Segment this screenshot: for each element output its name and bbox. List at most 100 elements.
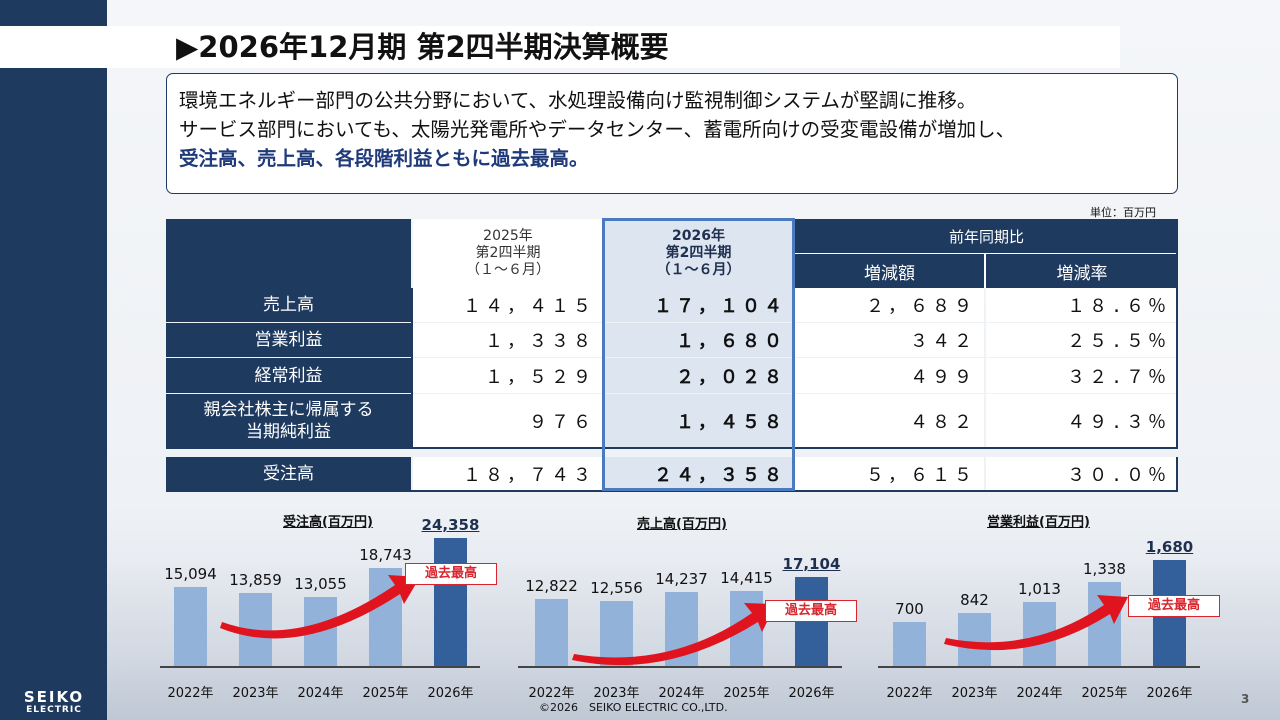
header-cur-range: （１～６月） [656, 262, 741, 278]
growth-arrow [944, 595, 1128, 651]
row-diff: ４９９ [795, 358, 984, 393]
chart-data-label: 700 [895, 600, 924, 618]
row-prev: ９７６ [413, 394, 603, 447]
chart-x-label: 2024年 [658, 686, 705, 701]
orders-cur: ２４，３５８ [603, 457, 794, 490]
header-prev-range: （１～６月） [466, 262, 550, 278]
header-current: 2026年 第2四半期 （１～６月） [603, 219, 794, 288]
chart-x-label: 2025年 [362, 686, 409, 701]
header-yoy: 前年同期比 [795, 219, 1178, 253]
chart-x-label: 2024年 [297, 686, 344, 701]
chart-data-label: 12,556 [590, 579, 643, 597]
growth-arrow [572, 603, 776, 666]
chart-x-label: 2023年 [593, 686, 640, 701]
chart-x-label: 2026年 [788, 686, 835, 701]
growth-arrow [220, 575, 420, 639]
row-cur: １７，１０４ [603, 288, 794, 322]
summary-line-2: サービス部門においても、太陽光発電所やデータセンター、蓄電所向けの受変電設備が増… [179, 118, 1016, 141]
row-diff: ２，６８９ [795, 288, 984, 322]
chart-data-label: 14,415 [720, 569, 773, 587]
row-label: 経常利益 [166, 358, 411, 393]
chart-data-label: 17,104 [782, 555, 841, 573]
chart-bar [600, 601, 633, 666]
record-badge: 過去最高 [1128, 595, 1220, 617]
chart-baseline [518, 666, 842, 668]
orders-bottom-line [166, 490, 1178, 492]
record-badge: 過去最高 [405, 563, 497, 585]
chart-data-label: 14,237 [655, 570, 708, 588]
table-row: 経常利益 １，５２９ ２，０２８ ４９９ ３２.７％ [166, 358, 1178, 393]
row-diff: ４８２ [795, 394, 984, 447]
chart-x-label: 2022年 [886, 686, 933, 701]
chart-x-label: 2025年 [1081, 686, 1128, 701]
header-divider [795, 253, 1178, 254]
logo-text-line1: SEIKO [23, 688, 85, 706]
chart-baseline [160, 666, 480, 668]
row-cur: １，６８０ [603, 323, 794, 357]
chart-data-label: 13,859 [229, 571, 282, 589]
table-row: 売上高 １４，４１５ １７，１０４ ２，６８９ １８.６％ [166, 288, 1178, 322]
copyright-footer: ©2026 SEIKO ELECTRIC CO.,LTD. [539, 701, 728, 714]
orders-diff: ５，６１５ [795, 457, 984, 490]
header-diff: 増減額 [795, 254, 984, 288]
chart-data-label: 1,338 [1083, 560, 1126, 578]
row-rate: １８.６％ [986, 288, 1178, 322]
page-number: 3 [1241, 692, 1250, 706]
header-vdivider [984, 254, 986, 288]
table-row: 親会社株主に帰属する 当期純利益 ９７６ １，４５８ ４８２ ４９.３％ [166, 394, 1178, 447]
orders-row: 受注高 １８，７４３ ２４，３５８ ５，６１５ ３０.０％ [166, 457, 1178, 490]
chart-bar [434, 538, 467, 666]
summary-line-1: 環境エネルギー部門の公共分野において、水処理設備向け監視制御システムが堅調に推移… [179, 89, 977, 112]
chart-x-label: 2025年 [723, 686, 770, 701]
chart-bar [958, 613, 991, 666]
chart-data-label: 842 [960, 591, 989, 609]
chart-x-label: 2022年 [167, 686, 214, 701]
chart-data-label: 1,013 [1018, 580, 1061, 598]
row-prev: １４，４１５ [413, 288, 603, 322]
table-vline [411, 288, 413, 447]
orders-prev: １８，７４３ [413, 457, 603, 490]
chart-data-label: 18,743 [359, 546, 412, 564]
chart-x-label: 2026年 [427, 686, 474, 701]
unit-label: 単位：百万円 [1090, 206, 1156, 219]
table-bottom-line [166, 447, 1178, 449]
orders-label: 受注高 [166, 457, 411, 490]
logo-text-line2: ELECTRIC [26, 705, 82, 715]
row-diff: ３４２ [795, 323, 984, 357]
chart-x-label: 2024年 [1016, 686, 1063, 701]
orders-rate: ３０.０％ [986, 457, 1178, 490]
row-prev: １，３３８ [413, 323, 603, 357]
row-prev: １，５２９ [413, 358, 603, 393]
left-sidebar [0, 0, 107, 720]
chart-data-label: 15,094 [164, 565, 217, 583]
chart-x-label: 2022年 [528, 686, 575, 701]
row-label-line1: 親会社株主に帰属する [203, 399, 374, 420]
header-prev-period: 第2四半期 [475, 245, 541, 261]
chart-x-label: 2026年 [1146, 686, 1193, 701]
row-cur: ２，０２８ [603, 358, 794, 393]
chart-bar [174, 587, 207, 666]
table-row: 営業利益 １，３３８ １，６８０ ３４２ ２５.５％ [166, 323, 1178, 357]
chart-data-label: 13,055 [294, 575, 347, 593]
chart-data-label: 12,822 [525, 577, 578, 595]
header-cur-year: 2026年 [672, 228, 725, 244]
chart-x-label: 2023年 [232, 686, 279, 701]
row-rate: ４９.３％ [986, 394, 1178, 447]
chart-bar [893, 622, 926, 666]
chart-data-label: 1,680 [1145, 538, 1194, 556]
row-rate: ３２.７％ [986, 358, 1178, 393]
chart-bar [535, 599, 568, 666]
row-label: 売上高 [166, 288, 411, 322]
row-label-line2: 当期純利益 [246, 421, 331, 442]
header-corner [166, 219, 411, 288]
chart-data-label: 24,358 [421, 516, 480, 534]
row-label: 営業利益 [166, 323, 411, 357]
summary-box: 環境エネルギー部門の公共分野において、水処理設備向け監視制御システムが堅調に推移… [166, 73, 1178, 194]
title-band [0, 26, 1120, 68]
row-rate: ２５.５％ [986, 323, 1178, 357]
company-logo: SEIKO ELECTRIC [2, 690, 106, 718]
orders-chart-title: 受注高(百万円) [283, 515, 373, 530]
header-prev-year: 2025年 [483, 228, 533, 244]
chart-x-label: 2023年 [951, 686, 998, 701]
